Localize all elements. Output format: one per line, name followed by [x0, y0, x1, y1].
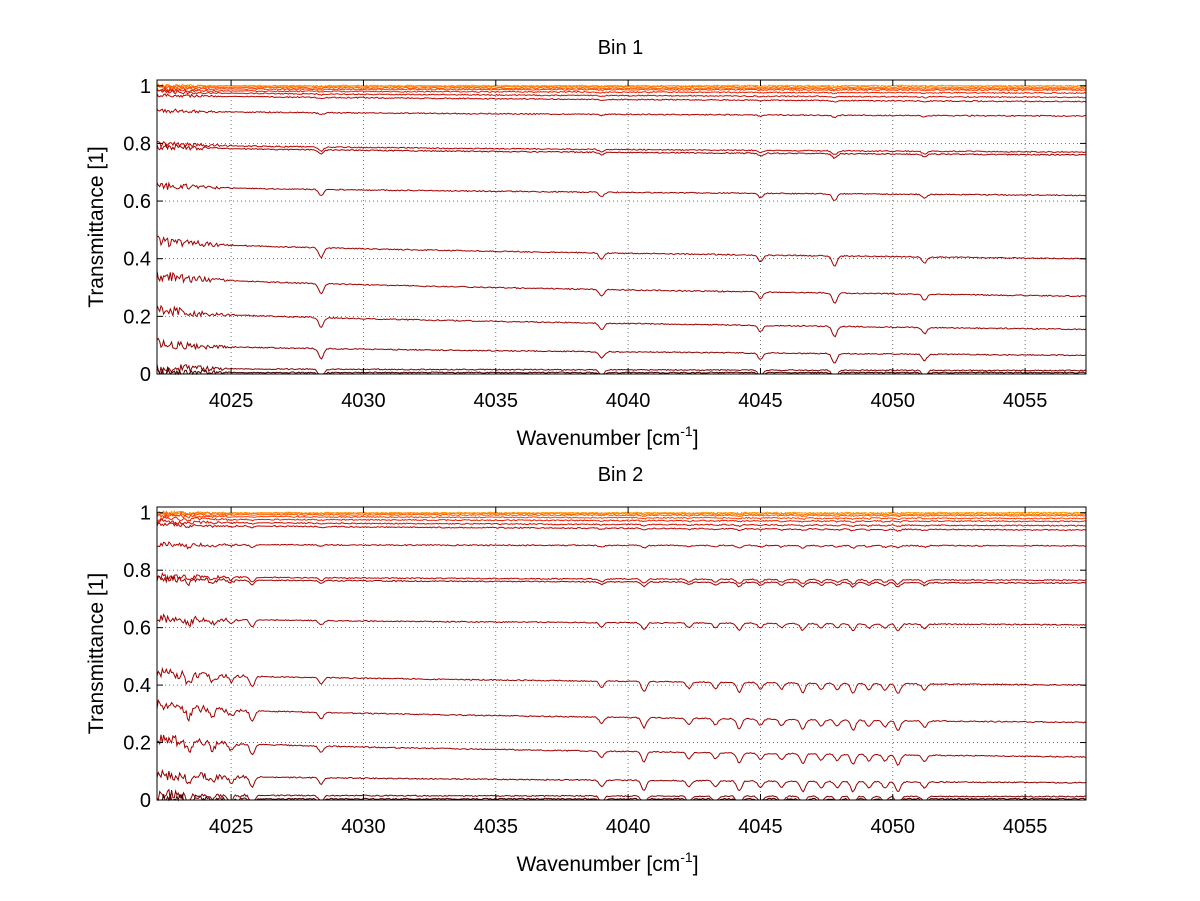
- bin-1-chart: 4025 4030 4035 4040 4045 4050 4055 0 0.2 0.4 0.6 0.…: [85, 37, 1087, 450]
- bin-1-series-line: [156, 93, 1087, 103]
- bin-2-axes-box: [156, 506, 1087, 801]
- bin-2-x-tick-label: 4040: [606, 816, 651, 838]
- bin-1-x-tick-label: 4030: [341, 390, 386, 412]
- bin-2-x-tick-label: 4025: [209, 816, 254, 838]
- bin-1-x-axis-label: Wavenumber [cm-1]: [516, 423, 698, 450]
- bin-2-x-axis-label: Wavenumber [cm-1]: [516, 849, 698, 876]
- bin-1-x-tick-label: 4045: [738, 390, 783, 412]
- bin-1-series-line: [156, 83, 1086, 89]
- bin-2-series-line: [156, 734, 1087, 766]
- bin-1-series-line: [156, 84, 1087, 91]
- bin-2-series-line: [156, 768, 1087, 793]
- bin-1-series-line: [156, 365, 1087, 376]
- bin-2-x-tick-label: 4055: [1003, 816, 1048, 838]
- bin-1-y-tick-label: 0.6: [123, 191, 151, 213]
- bin-1-x-tick-label: 4035: [474, 390, 519, 412]
- bin-2-series-line: [156, 572, 1087, 586]
- bin-2-y-tick-label: 0.4: [123, 675, 151, 697]
- bin-2-series-line: [156, 511, 1087, 518]
- bin-2-x-tick-label: 4050: [871, 816, 916, 838]
- bin-2-series-line: [156, 788, 1087, 802]
- bin-2-series-line: [156, 698, 1087, 731]
- bin-1-y-tick-label: 0.4: [123, 249, 151, 271]
- bin-2-series-line: [156, 513, 1086, 521]
- bin-2-title: Bin 2: [598, 464, 644, 486]
- bin-1-y-tick-label: 1: [140, 76, 151, 98]
- bin-1-x-tick-label: 4025: [209, 390, 254, 412]
- bin-1-x-tick-label: 4040: [606, 390, 651, 412]
- bin-2-y-tick-label: 0: [140, 790, 151, 812]
- bin-2-series-line: [156, 519, 1086, 528]
- bin-1-title: Bin 1: [598, 37, 644, 59]
- bin-1-series-line: [156, 86, 1086, 92]
- bin-1-series-line: [157, 89, 1087, 99]
- bin-2-series-line: [156, 613, 1087, 632]
- bin-1-x-tick-label: 4055: [1003, 390, 1048, 412]
- bin-2-series-line: [156, 516, 1087, 524]
- bin-1-series-line: [156, 108, 1087, 119]
- bin-1-series-line: [156, 87, 1087, 95]
- bin-1-series-line: [156, 304, 1087, 338]
- bin-1-series-line: [156, 337, 1087, 364]
- bin-2-chart: 4025 4030 4035 4040 4045 4050 4055 0 0.2 0.4 0.6 0.…: [85, 464, 1087, 876]
- bin-2-x-tick-label: 4035: [474, 816, 519, 838]
- bin-1-series-line: [156, 143, 1087, 159]
- bin-1-y-axis-label: Transmittance [1]: [85, 146, 108, 307]
- bin-2-series-line: [156, 522, 1087, 533]
- bin-2-x-tick-label: 4030: [341, 816, 386, 838]
- bin-1-x-tick-label: 4050: [871, 390, 916, 412]
- bin-2-y-tick-label: 0.8: [123, 560, 151, 582]
- bin-2-y-tick-label: 0.6: [123, 618, 151, 640]
- bin-2-y-axis-label: Transmittance [1]: [85, 573, 108, 734]
- bin-2-series-line: [157, 510, 1087, 516]
- bin-2-series-line: [156, 541, 1086, 550]
- bin-1-series-line: [156, 364, 1087, 375]
- bin-2-series-line: [156, 574, 1087, 588]
- bin-1-axes-box: [156, 79, 1087, 375]
- bin-2-x-tick-label: 4045: [738, 816, 783, 838]
- bin-2-series-line: [157, 793, 1087, 802]
- bin-1-y-tick-label: 0.2: [123, 306, 151, 328]
- bin-2-y-tick-label: 1: [140, 503, 151, 525]
- bin-2-y-tick-label: 0.2: [123, 733, 151, 755]
- bin-1-series-line: [156, 181, 1087, 201]
- bin-1-series-line: [156, 141, 1087, 155]
- bin-1-series-line: [156, 270, 1087, 304]
- bin-2-series-line: [156, 666, 1087, 694]
- bin-1-series-line: [156, 235, 1087, 267]
- bin-1-y-tick-label: 0: [140, 364, 151, 386]
- bin-1-y-tick-label: 0.8: [123, 133, 151, 155]
